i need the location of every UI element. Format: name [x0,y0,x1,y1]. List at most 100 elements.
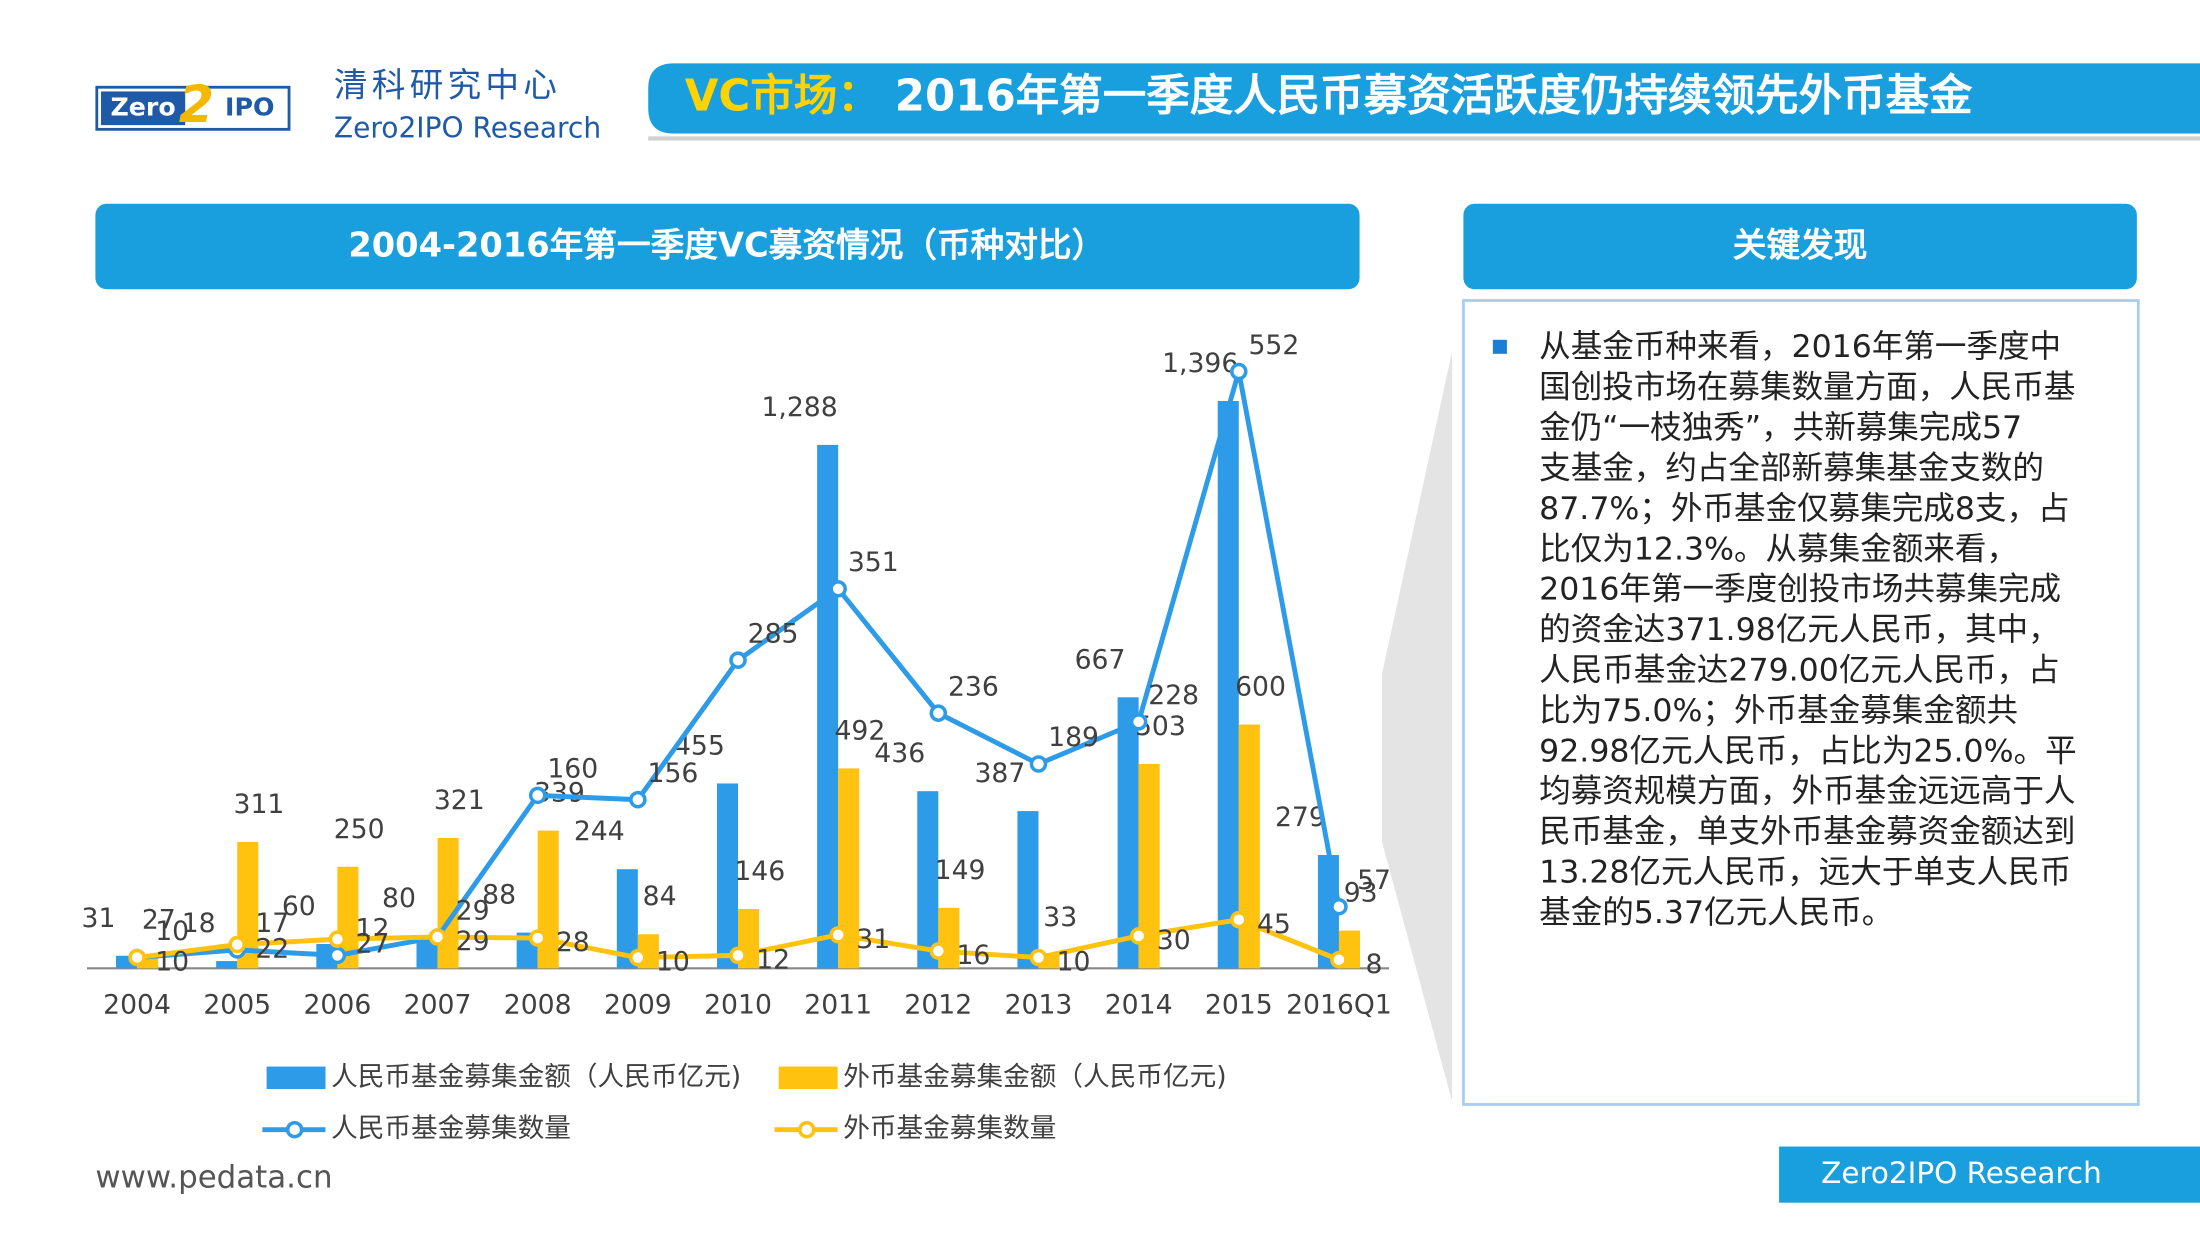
x-tick-label: 2015 [1205,990,1273,1021]
findings-line: 从基金币种来看，2016年第一季度中 [1539,329,2061,365]
data-label: 189 [1048,722,1099,753]
findings-line: 的资金达371.98亿元人民币，其中， [1539,612,2060,648]
data-label: 436 [874,738,925,769]
x-tick-label: 2007 [404,990,472,1021]
data-label: 10 [1057,947,1091,978]
line-point [729,651,747,669]
bar [917,791,939,969]
bar [1017,811,1039,969]
data-label: 60 [282,891,316,922]
x-tick-label: 2004 [103,990,171,1021]
data-label: 492 [834,715,885,746]
bar [716,783,739,969]
bar [817,444,839,969]
line-point [228,935,246,954]
data-label: 10 [155,916,189,947]
x-tick-label: 2012 [904,990,972,1021]
findings-title: 关键发现 [1733,226,1868,265]
org-cn: 清科研究中心 [334,66,561,105]
data-label: 30 [1157,925,1191,956]
data-label: 22 [255,934,289,965]
page-title: VC市场： 2016年第一季度人民币募资活跃度仍持续领先外币基金 [685,71,1973,121]
data-label: 31 [856,924,890,955]
data-label: 279 [1275,802,1326,833]
bar [1238,724,1260,969]
data-label: 29 [456,926,490,957]
findings-line: 87.7%；外币基金仅募集完成8支，占 [1539,491,2069,527]
legend-point [797,1120,816,1139]
bar [1117,697,1139,969]
data-label: 29 [456,895,490,926]
data-label: 667 [1075,644,1126,675]
findings-text: 从基金币种来看，2016年第一季度中国创投市场在募集数量方面，人民币基金仍“一枝… [1539,329,2077,931]
findings-line: 民币基金，单支外币基金募资金额达到 [1539,814,2075,850]
line-point [929,942,948,960]
findings-line: 支基金，约占全部新募集基金支数的 [1539,450,2044,486]
data-label: 84 [643,881,677,912]
data-label: 80 [382,883,416,914]
line-point [829,580,847,598]
footer-brand: Zero2IPO Research [1821,1156,2102,1190]
logo-text: IPO [225,92,274,121]
data-label: 250 [334,814,385,845]
bar [1138,763,1160,969]
x-tick-label: 2009 [604,990,672,1021]
line-point [428,928,447,946]
data-label: 156 [648,758,699,789]
data-label: 160 [547,754,598,785]
bar [237,841,259,969]
data-label: 27 [142,904,176,935]
legend-label: 外币基金募集数量 [843,1113,1056,1144]
chart-header [95,203,1360,290]
findings-header [1463,203,2137,290]
footer-url: www.pedata.cn [95,1159,332,1195]
line-point [1230,910,1248,929]
data-label: 552 [1248,330,1299,361]
line-point [829,926,847,944]
x-tick-label: 2006 [303,990,371,1021]
legend-point [285,1120,304,1139]
legend-label: 人民币基金募集金额（人民币亿元) [331,1061,741,1092]
data-label: 45 [1257,909,1291,940]
data-label: 351 [848,547,899,578]
findings-line: 92.98亿元人民币，占比为25.0%。平 [1539,733,2077,769]
x-tick-label: 2010 [704,990,772,1021]
data-label: 10 [155,947,189,978]
data-label: 28 [556,927,590,958]
line-point [1029,755,1048,773]
logo-fill [101,91,186,126]
line-point [729,946,747,965]
data-label: 57 [1357,865,1391,896]
data-label: 600 [1235,672,1286,703]
line-point [629,948,647,967]
line-point [1029,948,1048,967]
line-point [528,929,547,947]
legend-label: 人民币基金募集数量 [331,1113,571,1144]
data-label: 236 [948,671,999,702]
data-label: 149 [935,855,986,886]
bar [216,961,238,969]
data-label: 311 [234,789,285,820]
findings-line: 基金的5.37亿元人民币。 [1539,895,1893,931]
data-label: 285 [748,618,799,649]
x-tick-label: 2016Q1 [1286,990,1392,1021]
findings-line: 国创投市场在募集数量方面，人民币基 [1539,370,2075,406]
findings-box [1461,299,2140,1106]
data-label: 1,396 [1162,348,1238,379]
findings-line: 人民币基金达279.00亿元人民币，占 [1539,652,2060,688]
data-label: 244 [574,816,625,847]
x-tick-label: 2011 [804,990,872,1021]
bar [137,957,159,969]
org-en: Zero2IPO Research [334,111,601,144]
legend-swatch [778,1066,838,1090]
line-point [128,948,146,967]
data-label: 10 [656,947,690,978]
data-label: 33 [1043,902,1077,933]
data-label: 387 [974,758,1025,789]
chart-title: 2004-2016年第一季度VC募资情况（币种对比） [348,226,1105,265]
x-tick-label: 2008 [504,990,572,1021]
x-tick-label: 2014 [1105,990,1173,1021]
legend-label: 外币基金募集金额（人民币亿元) [843,1061,1226,1092]
data-label: 93 [1344,878,1378,909]
chart: 2004 2005 2006 2007 2008 2009 2010 2011 2012 2013… [82,330,1392,1144]
